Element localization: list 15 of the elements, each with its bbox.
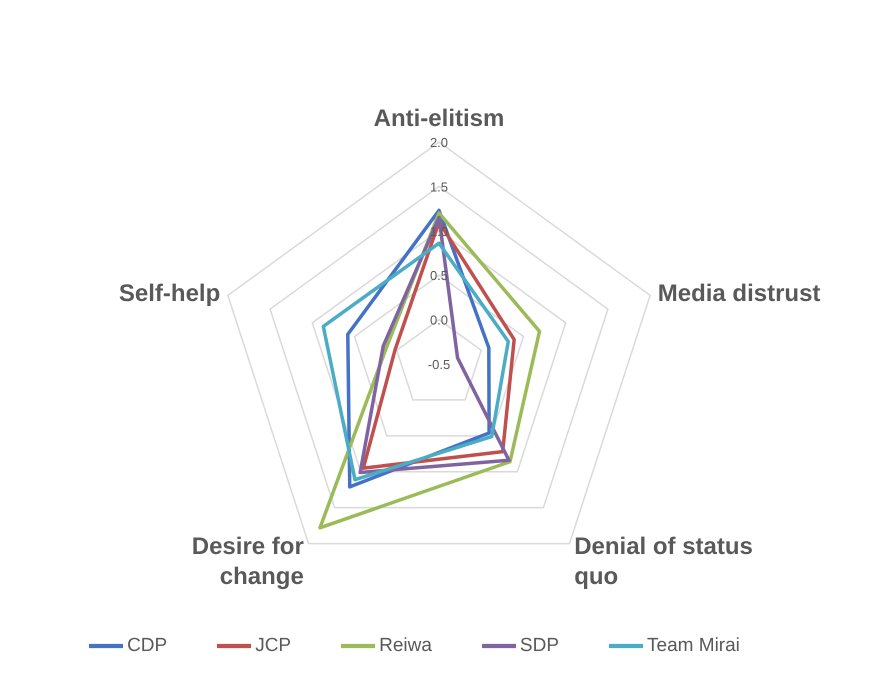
legend-label: JCP	[255, 635, 292, 656]
legend-label: SDP	[520, 635, 559, 656]
spoke-label: Desire for change	[192, 533, 304, 590]
spoke-label: Denial of status quo	[574, 533, 753, 590]
y-tick-label: 2.0	[430, 135, 448, 150]
legend-label: Reiwa	[379, 635, 432, 656]
y-tick-label: 1.5	[430, 179, 448, 194]
legend-label: Team Mirai	[647, 635, 740, 656]
legend-label: CDP	[127, 635, 168, 656]
y-tick-label: 1.0	[430, 224, 448, 239]
spoke-label: Self-help	[118, 280, 220, 307]
y-tick-label: 0.0	[430, 312, 448, 328]
y-tick-label: -0.5	[428, 357, 450, 372]
spoke-label: Media distrust	[658, 280, 820, 307]
spoke-label: Anti-elitism	[374, 105, 504, 132]
